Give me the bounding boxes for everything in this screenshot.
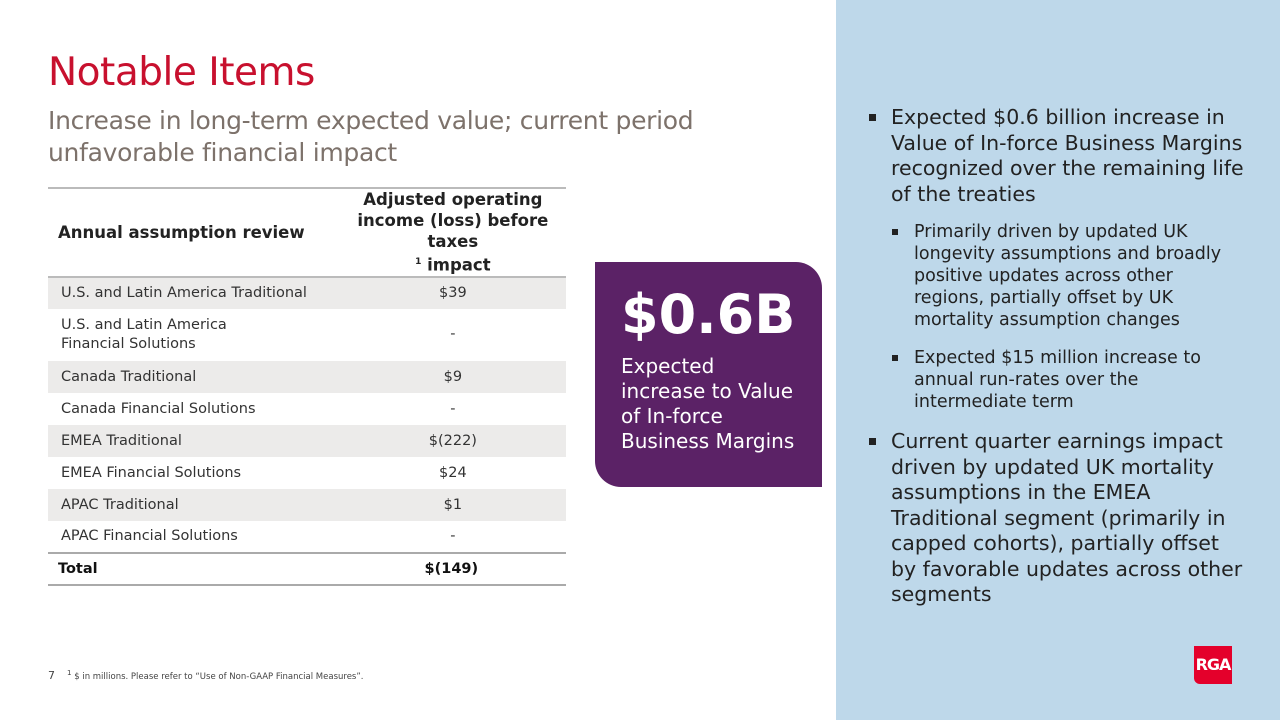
row-label: EMEA Traditional bbox=[48, 424, 340, 457]
row-value: $1 bbox=[339, 488, 566, 521]
row-value: $24 bbox=[439, 464, 467, 481]
row-value: - bbox=[450, 326, 456, 342]
col-header-impact: Adjusted operating income (loss) before ta… bbox=[339, 187, 566, 278]
table-row: EMEA Traditional $(222) bbox=[48, 424, 566, 457]
total-row: Total $(149) bbox=[48, 551, 566, 586]
row-label: APAC Financial Solutions bbox=[61, 528, 238, 544]
callout-value: $0.6B bbox=[621, 283, 796, 346]
row-label: U.S. and Latin America Financial Solution… bbox=[61, 316, 227, 352]
row-value: $(222) bbox=[339, 424, 566, 457]
sub-bullet-item: Primarily driven by updated UK longevity… bbox=[891, 221, 1248, 331]
page-number: 7 bbox=[48, 668, 55, 682]
table-row: APAC Financial Solutions - bbox=[48, 521, 566, 553]
row-value: - bbox=[450, 528, 456, 544]
total-value: $(149) bbox=[339, 551, 566, 586]
rga-logo: RGA bbox=[1194, 646, 1232, 684]
callout-text: Expected increase to Value of In-force B… bbox=[621, 354, 795, 453]
table-row: Canada Financial Solutions - bbox=[48, 393, 566, 425]
bullet-item: Current quarter earnings impact driven b… bbox=[868, 429, 1248, 608]
right-panel bbox=[836, 0, 1280, 720]
page-title: Notable Items bbox=[48, 50, 315, 95]
row-value: $9 bbox=[339, 360, 566, 393]
row-label: Canada Financial Solutions bbox=[61, 400, 256, 417]
row-label: U.S. and Latin America Traditional bbox=[48, 276, 340, 309]
bullet-list: Expected $0.6 billion increase in Value … bbox=[868, 105, 1248, 608]
table-row: Canada Traditional $9 bbox=[48, 360, 566, 393]
sub-bullet-item: Expected $15 million increase to annual … bbox=[891, 347, 1248, 413]
row-label: Canada Traditional bbox=[48, 360, 340, 393]
table-row: APAC Traditional $1 bbox=[48, 488, 566, 521]
col-header-review: Annual assumption review bbox=[48, 187, 340, 278]
table-row: U.S. and Latin America Traditional $39 bbox=[48, 276, 566, 309]
row-label: EMEA Financial Solutions bbox=[61, 464, 242, 481]
row-label: APAC Traditional bbox=[48, 488, 340, 521]
total-label: Total bbox=[48, 551, 340, 586]
row-value: $39 bbox=[339, 276, 566, 309]
callout-box: $0.6B Expected increase to Value of In-f… bbox=[595, 262, 822, 487]
bullet-item: Expected $0.6 billion increase in Value … bbox=[868, 105, 1248, 413]
row-value: - bbox=[450, 400, 456, 417]
table-row: U.S. and Latin America Financial Solution… bbox=[48, 309, 566, 361]
page-subtitle: Increase in long-term expected value; cu… bbox=[48, 106, 694, 167]
table-row: EMEA Financial Solutions $24 bbox=[48, 457, 566, 489]
assumption-table: Annual assumption review Adjusted operat… bbox=[48, 187, 566, 586]
